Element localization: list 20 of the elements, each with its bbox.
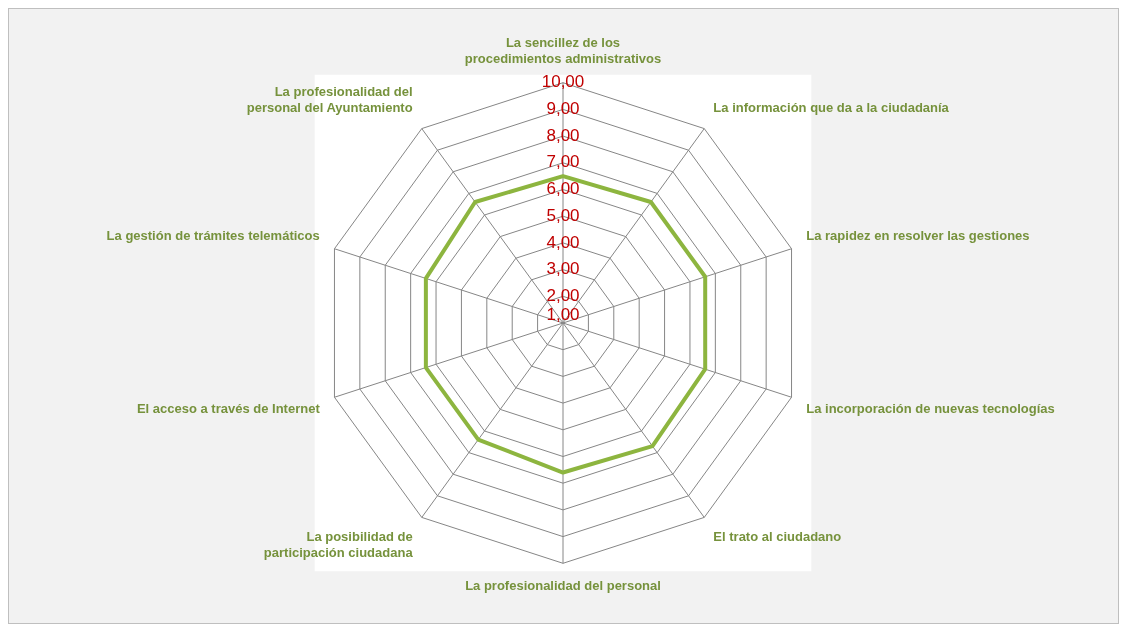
spoke-label: El trato al ciudadano bbox=[713, 529, 842, 545]
y-tick-label: 2,00 bbox=[546, 285, 580, 305]
y-tick-label: 8,00 bbox=[546, 125, 580, 145]
y-tick-label: 4,00 bbox=[546, 232, 580, 252]
spoke-label: La información que da a la ciudadanía bbox=[713, 99, 950, 115]
spoke-label: El acceso a través de Internet bbox=[136, 401, 321, 417]
spoke-label: La profesionalidad del personal bbox=[465, 578, 661, 594]
y-tick-label: 7,00 bbox=[546, 152, 580, 172]
spoke-label: La posibilidad de participación ciudadana bbox=[263, 529, 414, 560]
spoke-label: La sencillez de los procedimientos administrativos bbox=[464, 35, 662, 66]
y-tick-label: 9,00 bbox=[546, 99, 580, 119]
spoke-label: La rapidez en resolver las gestiones bbox=[806, 227, 1030, 243]
y-tick-label: 1,00 bbox=[546, 304, 580, 324]
spoke-label: La incorporación de nuevas tecnologías bbox=[806, 401, 1055, 417]
y-tick-label: 6,00 bbox=[546, 179, 580, 199]
spoke-label: La gestión de trámites telemáticos bbox=[106, 227, 320, 243]
y-tick-label: 5,00 bbox=[546, 205, 580, 225]
y-tick-label: 10,00 bbox=[541, 72, 585, 92]
spoke-label: La profesionalidad del personal del Ayuntamiento bbox=[246, 84, 413, 115]
y-tick-label: 3,00 bbox=[546, 259, 580, 279]
